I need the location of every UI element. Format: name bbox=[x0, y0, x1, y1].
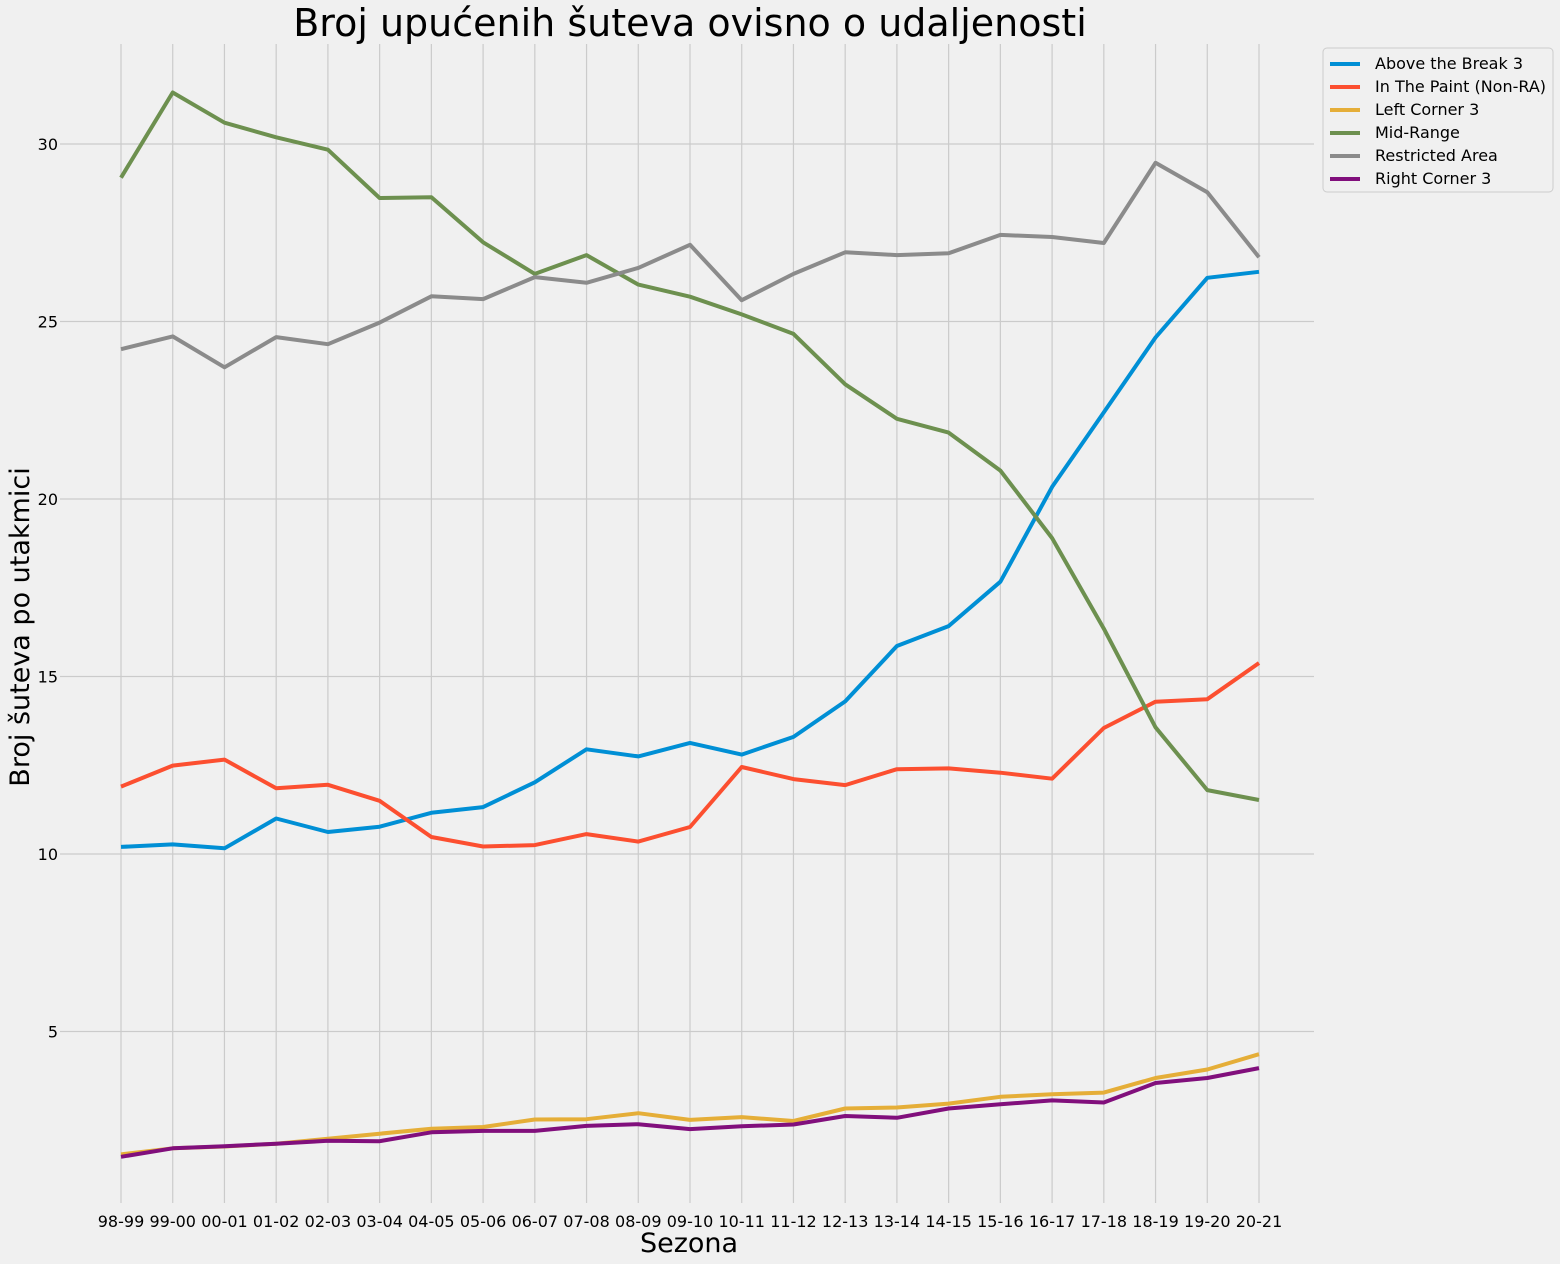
legend-entry: Left Corner 3 bbox=[1375, 100, 1479, 119]
x-tick-label: 19-20 bbox=[1184, 1212, 1231, 1231]
series-line bbox=[120, 1066, 1260, 1159]
x-tick-label: 06-07 bbox=[512, 1212, 559, 1231]
series-line bbox=[119, 90, 1260, 802]
y-tick-label: 30 bbox=[38, 135, 58, 154]
x-tick-label: 04-05 bbox=[408, 1212, 455, 1231]
legend-box bbox=[1322, 47, 1554, 193]
x-tick-label: 18-19 bbox=[1132, 1212, 1179, 1231]
x-tick-label: 14-15 bbox=[925, 1212, 972, 1231]
x-tick-label: 17-18 bbox=[1081, 1212, 1128, 1231]
y-tick-label: 15 bbox=[38, 668, 58, 687]
legend-entry: In The Paint (Non-RA) bbox=[1375, 77, 1546, 96]
y-tick-label: 25 bbox=[38, 313, 58, 332]
series-line bbox=[120, 269, 1260, 851]
x-tick-label: 16-17 bbox=[1029, 1212, 1076, 1231]
x-tick-label: 05-06 bbox=[460, 1212, 507, 1231]
x-tick-label: 10-11 bbox=[718, 1212, 765, 1231]
y-tick-label: 10 bbox=[38, 845, 58, 864]
legend-entry: Mid-Range bbox=[1375, 123, 1460, 142]
plot-area bbox=[60, 44, 1314, 1203]
series-line bbox=[120, 661, 1261, 849]
x-tick-label: 99-00 bbox=[149, 1212, 196, 1231]
x-tick-label: 13-14 bbox=[874, 1212, 921, 1231]
x-tick-label: 01-02 bbox=[253, 1212, 300, 1231]
x-tick-labels: 98-99 99-00 00-01 01-02 02-03 03-04 04-05 05-06… bbox=[98, 1212, 1283, 1231]
x-tick-label: 03-04 bbox=[356, 1212, 403, 1231]
x-axis-label: Sezona bbox=[640, 1228, 738, 1259]
x-tick-label: 00-01 bbox=[201, 1212, 248, 1231]
x-tick-label: 07-08 bbox=[563, 1212, 610, 1231]
y-axis-label: Broj šuteva po utakmici bbox=[5, 467, 36, 786]
x-tick-label: 02-03 bbox=[305, 1212, 352, 1231]
legend-entry: Right Corner 3 bbox=[1375, 169, 1491, 188]
grid-lines bbox=[60, 44, 1314, 1203]
chart-title: Broj upućenih šuteva ovisno o udaljenost… bbox=[293, 1, 1087, 45]
x-tick-label: 20-21 bbox=[1236, 1212, 1283, 1231]
x-tick-label: 09-10 bbox=[667, 1212, 714, 1231]
y-tick-label: 5 bbox=[48, 1023, 58, 1042]
y-tick-label: 20 bbox=[38, 490, 58, 509]
x-tick-label: 98-99 bbox=[98, 1212, 145, 1231]
legend: Above the Break 3 In The Paint (Non-RA) Le… bbox=[1322, 47, 1554, 193]
legend-entry: Restricted Area bbox=[1375, 146, 1498, 165]
series-lines bbox=[119, 90, 1261, 1159]
series-line bbox=[120, 160, 1261, 370]
x-tick-label: 12-13 bbox=[822, 1212, 869, 1231]
x-tick-label: 15-16 bbox=[977, 1212, 1024, 1231]
legend-entry: Above the Break 3 bbox=[1375, 54, 1523, 73]
x-tick-label: 08-09 bbox=[615, 1212, 662, 1231]
y-tick-labels: 5 10 15 20 25 30 bbox=[38, 135, 58, 1042]
x-tick-label: 11-12 bbox=[770, 1212, 817, 1231]
